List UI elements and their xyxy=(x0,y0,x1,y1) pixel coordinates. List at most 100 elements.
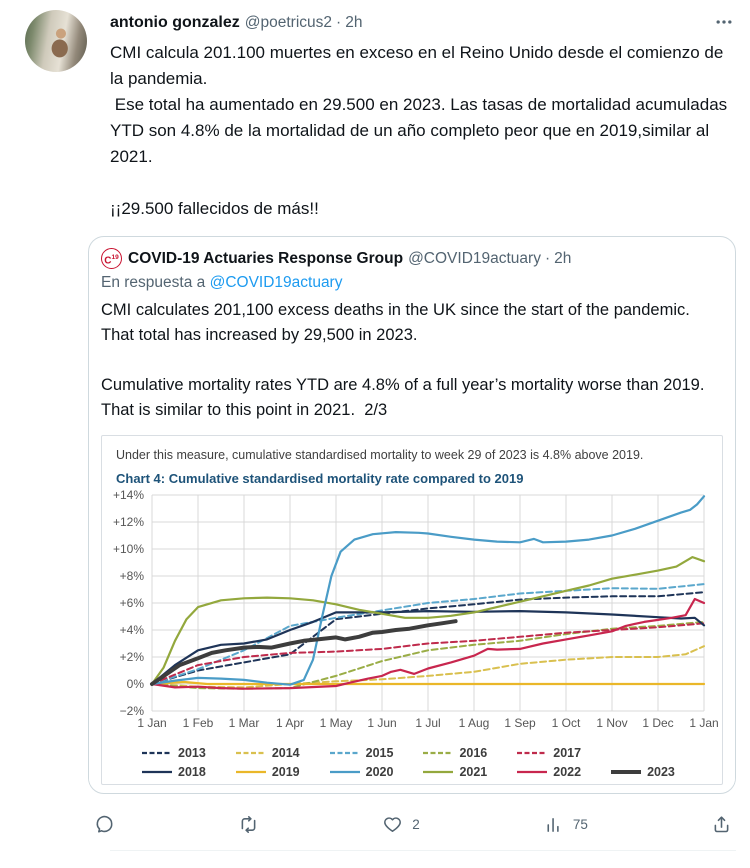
quote-meta: @COVID19actuary · 2h xyxy=(408,249,575,269)
legend-item-2016: 2016 xyxy=(423,746,487,760)
x-tick-label: 1 Nov xyxy=(596,716,627,730)
series-2023 xyxy=(150,619,458,686)
chart-note: Under this measure, cumulative standardi… xyxy=(116,448,644,462)
tweet-text: CMI calcula 201.100 muertes en exceso en… xyxy=(110,43,728,218)
legend-item-2017: 2017 xyxy=(517,746,581,760)
legend-label: 2020 xyxy=(365,764,394,779)
series-2019 xyxy=(150,680,706,686)
x-tick-label: 1 Jan xyxy=(137,716,166,730)
legend-label: 2019 xyxy=(271,764,300,779)
legend-item-2019: 2019 xyxy=(235,764,300,779)
legend-swatch xyxy=(423,751,454,754)
meta-separator: · xyxy=(336,13,342,31)
share-icon xyxy=(714,815,729,832)
chart-legend: 2013 2014 2015 2016 2017 2018 2019 2020 2021 202… xyxy=(102,743,722,781)
x-tick-label: 1 Mar xyxy=(229,716,260,730)
legend-item-2014: 2014 xyxy=(235,745,300,760)
reply-context-link[interactable]: @COVID19actuary xyxy=(209,274,343,291)
y-tick-label: +14% xyxy=(113,490,144,502)
y-tick-label: +12% xyxy=(113,515,144,529)
legend-swatch xyxy=(235,770,266,773)
legend-swatch xyxy=(142,770,172,773)
analytics-icon xyxy=(547,817,559,832)
quote-handle: @COVID19actuary xyxy=(408,249,541,267)
legend-item-2015: 2015 xyxy=(329,745,394,760)
chart-plot: 1 Jan 1 Feb 1 Mar 1 Apr 1 May 1 Jun 1 Jul 1 Aug… xyxy=(113,488,719,730)
x-tick-label: 1 Jun xyxy=(367,716,396,730)
series-2018 xyxy=(150,610,706,686)
legend-row-1: 2013 2014 2015 2016 2017 xyxy=(102,743,722,762)
x-tick-label: 1 Jan xyxy=(689,716,718,730)
action-bar: 2 75 xyxy=(94,804,732,844)
like-button[interactable]: 2 xyxy=(382,814,420,835)
quote-separator: · xyxy=(544,249,551,267)
legend-item-2021: 2021 xyxy=(423,765,487,779)
x-tick-label: 1 Feb xyxy=(183,716,214,730)
legend-row-2: 2018 2019 2020 2021 2022 2023 xyxy=(102,762,722,781)
reply-context-prefix: En respuesta a xyxy=(101,274,206,291)
y-tick-label: +8% xyxy=(120,569,145,583)
legend-item-2018: 2018 xyxy=(142,765,206,779)
legend-label: 2014 xyxy=(271,745,300,760)
legend-item-2013: 2013 xyxy=(142,746,206,760)
views-count[interactable]: 75 xyxy=(572,816,588,832)
y-tick-label: +6% xyxy=(120,596,145,610)
legend-label: 2023 xyxy=(647,764,675,779)
more-icon xyxy=(716,20,732,24)
legend-label: 2018 xyxy=(178,764,206,779)
legend-label: 2013 xyxy=(178,745,206,760)
x-tick-label: 1 Dec xyxy=(642,716,673,730)
legend-label: 2016 xyxy=(459,745,488,760)
avatar[interactable] xyxy=(25,10,87,72)
series-2014 xyxy=(151,645,705,689)
bottom-divider xyxy=(110,850,736,851)
views-button[interactable]: 75 xyxy=(543,814,588,835)
quote-header: C19 COVID-19 Actuaries Response Group @C… xyxy=(101,248,723,269)
chart-media[interactable]: Under this measure, cumulative standardi… xyxy=(89,435,735,785)
legend-swatch xyxy=(235,751,266,754)
legend-label: 2015 xyxy=(365,745,394,760)
legend-swatch xyxy=(329,751,360,754)
x-tick-label: 1 Jul xyxy=(415,716,440,730)
x-tick-label: 1 Sep xyxy=(504,716,536,730)
retweet-button[interactable] xyxy=(238,814,259,835)
author-name[interactable]: antonio gonzalez xyxy=(110,13,240,31)
legend-swatch xyxy=(142,751,172,754)
more-button[interactable] xyxy=(704,10,736,34)
reply-button[interactable] xyxy=(94,814,115,835)
chart-frame: Under this measure, cumulative standardi… xyxy=(101,435,723,785)
series-2021 xyxy=(150,556,706,686)
heart-icon xyxy=(384,816,402,832)
quote-timestamp: 2h xyxy=(554,249,572,267)
reply-context: En respuesta a @COVID19actuary xyxy=(101,272,723,293)
author-handle[interactable]: @poetricus2 xyxy=(244,13,333,31)
x-tick-label: 1 Oct xyxy=(552,716,581,730)
legend-item-2023: 2023 xyxy=(611,765,675,779)
series-2020 xyxy=(150,495,706,686)
y-tick-label: +2% xyxy=(120,650,145,664)
c19-logo-icon: C19 xyxy=(101,248,122,269)
like-count[interactable]: 2 xyxy=(412,816,420,832)
legend-item-2022: 2022 xyxy=(517,765,581,779)
share-button[interactable] xyxy=(711,814,732,835)
legend-label: 2022 xyxy=(553,764,582,779)
c19-logo-sup: 19 xyxy=(111,254,119,261)
reply-icon xyxy=(96,815,113,833)
legend-label: 2021 xyxy=(459,764,488,779)
quote-card[interactable]: C19 COVID-19 Actuaries Response Group @C… xyxy=(88,236,736,794)
y-tick-label: 0% xyxy=(127,677,145,691)
c19-logo-text: C xyxy=(104,255,112,267)
legend-item-2020: 2020 xyxy=(329,764,394,779)
series-2017 xyxy=(151,622,705,685)
legend-swatch xyxy=(517,751,548,754)
y-tick-label: +10% xyxy=(113,542,144,556)
x-tick-label: 1 May xyxy=(320,716,353,730)
series-2022 xyxy=(150,597,706,690)
legend-label: 2017 xyxy=(553,745,582,760)
quote-text: CMI calculates 201,100 excess deaths in … xyxy=(101,301,705,419)
legend-swatch xyxy=(517,770,548,773)
chart-title: Chart 4: Cumulative standardised mortali… xyxy=(116,471,524,486)
x-tick-label: 1 Aug xyxy=(459,716,490,730)
tweet-header: antonio gonzalez @poetricus2 · 2h xyxy=(110,10,736,34)
